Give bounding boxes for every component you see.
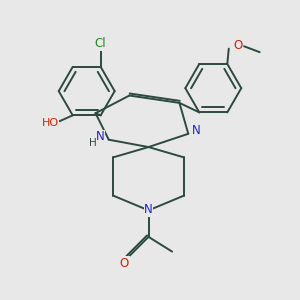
Text: N: N bbox=[192, 124, 201, 137]
Text: Cl: Cl bbox=[95, 38, 106, 50]
Text: N: N bbox=[96, 130, 105, 143]
Text: N: N bbox=[144, 203, 153, 216]
Text: O: O bbox=[233, 39, 242, 52]
Text: O: O bbox=[120, 257, 129, 270]
Text: H: H bbox=[89, 138, 97, 148]
Text: HO: HO bbox=[41, 118, 58, 128]
